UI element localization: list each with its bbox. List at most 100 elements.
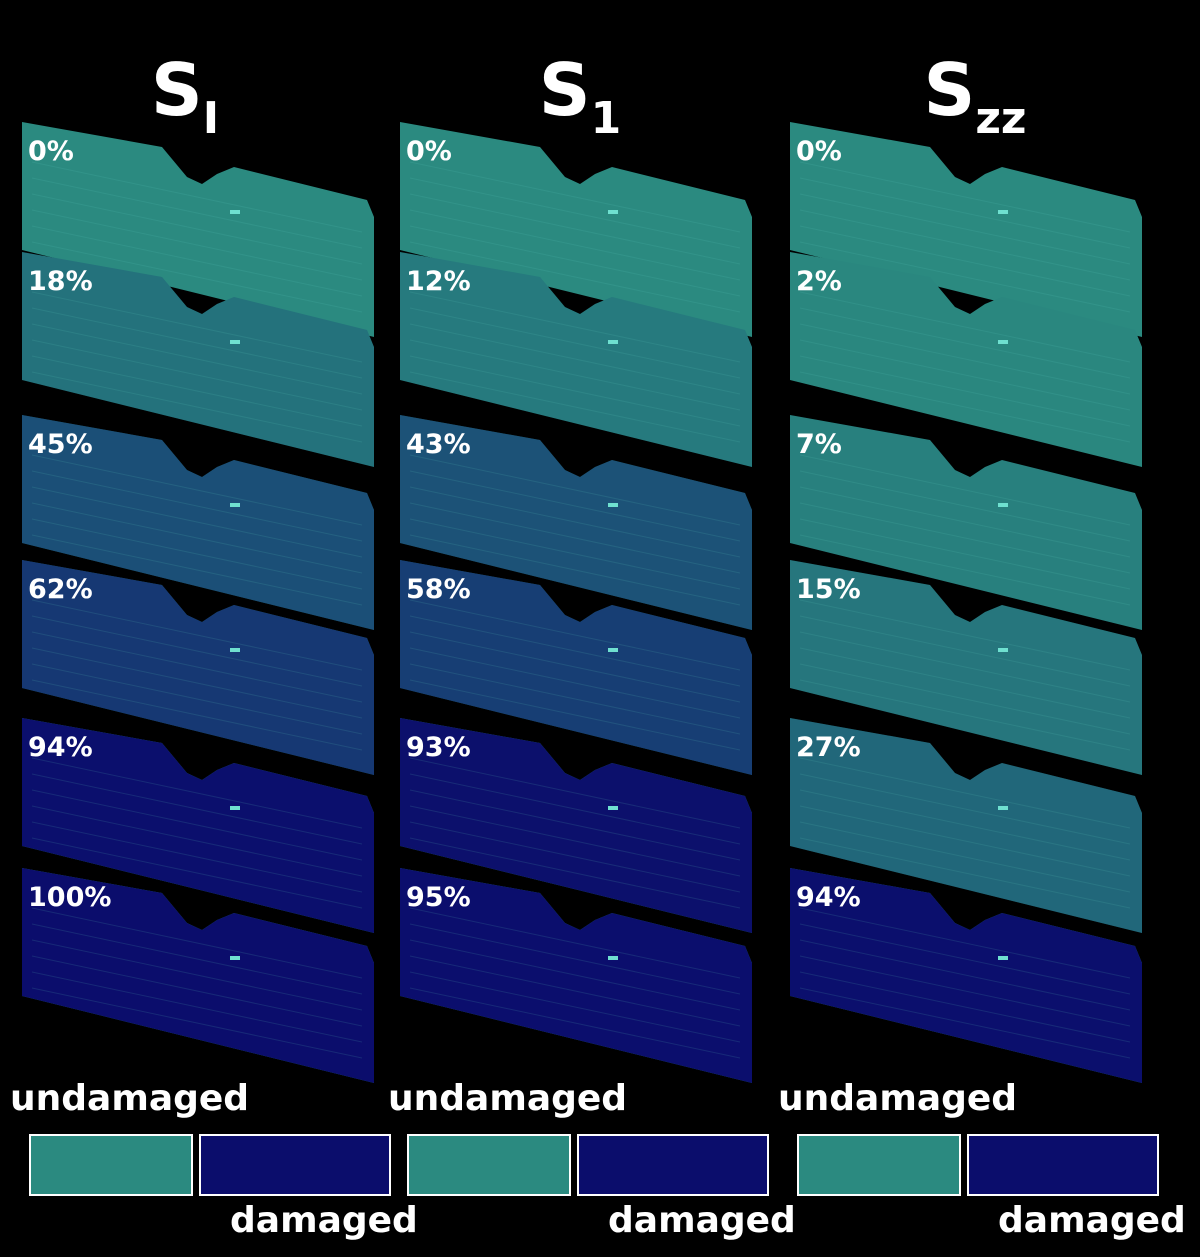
specimen-streak	[799, 193, 1131, 265]
notch-mark	[230, 648, 240, 652]
specimen-streak	[409, 955, 741, 1027]
specimen-streak	[409, 615, 741, 687]
column-title: SI	[151, 48, 219, 144]
notch-mark	[608, 340, 618, 344]
specimen-streak	[409, 502, 741, 574]
damage-overlay	[400, 252, 752, 467]
specimen-streak	[799, 837, 1131, 909]
specimen-body	[400, 252, 752, 467]
specimen-streak	[31, 209, 363, 281]
title-main: S	[151, 48, 203, 132]
specimen-body	[790, 718, 1142, 933]
specimen-streak	[31, 955, 363, 1027]
specimen-streak	[31, 923, 363, 995]
specimen-streak	[409, 987, 741, 1059]
damage-label: 0%	[406, 136, 452, 167]
specimen-streak	[31, 821, 363, 893]
specimen-streak	[409, 291, 741, 363]
notch-mark	[998, 648, 1008, 652]
notch-mark	[998, 503, 1008, 507]
specimen-body	[790, 415, 1142, 630]
specimen: 58%	[400, 560, 752, 775]
specimen-streak	[31, 679, 363, 751]
damage-label: 43%	[406, 429, 471, 460]
notch-mark	[230, 956, 240, 960]
specimen-streak	[409, 939, 741, 1011]
specimen-streak	[409, 209, 741, 281]
legend-swatch-damaged	[577, 1134, 769, 1196]
specimen-streak	[409, 225, 741, 297]
title-main: S	[923, 48, 975, 132]
specimen: 15%	[790, 560, 1142, 775]
specimen-streak	[409, 599, 741, 671]
legend-swatch-undamaged	[797, 1134, 961, 1196]
title-main: S	[539, 48, 591, 132]
specimen-streak	[799, 371, 1131, 443]
damage-overlay	[22, 718, 374, 933]
specimen: 0%	[22, 122, 374, 337]
damage-overlay	[22, 252, 374, 467]
specimen-streak	[799, 454, 1131, 526]
damage-overlay	[790, 718, 1142, 933]
specimen-streak	[799, 291, 1131, 363]
specimen-streak	[799, 821, 1131, 893]
specimen-streak	[799, 518, 1131, 590]
damage-label: 15%	[796, 574, 861, 605]
specimen: 2%	[790, 252, 1142, 467]
damage-label: 95%	[406, 882, 471, 913]
damage-label: 100%	[28, 882, 111, 913]
specimen-streak	[799, 663, 1131, 735]
specimen-streak	[409, 323, 741, 395]
specimen-streak	[409, 837, 741, 909]
damage-label: 2%	[796, 266, 842, 297]
specimen-streak	[31, 339, 363, 411]
notch-mark	[608, 503, 618, 507]
specimen-streak	[409, 454, 741, 526]
notch-mark	[608, 956, 618, 960]
specimen-streak	[31, 470, 363, 542]
notch-mark	[608, 648, 618, 652]
damage-label: 12%	[406, 266, 471, 297]
specimen-streak	[799, 757, 1131, 829]
specimen-streak	[31, 907, 363, 979]
specimen-streak	[799, 307, 1131, 379]
legend-undamaged: undamaged	[388, 1078, 627, 1119]
specimen-streak	[409, 161, 741, 233]
damage-label: 94%	[28, 732, 93, 763]
specimen-streak	[31, 177, 363, 249]
damage-label: 93%	[406, 732, 471, 763]
damage-label: 7%	[796, 429, 842, 460]
damage-label: 94%	[796, 882, 861, 913]
specimen-streak	[409, 971, 741, 1043]
specimen-streak	[31, 241, 363, 313]
specimen-streak	[409, 470, 741, 542]
specimen-streak	[31, 291, 363, 363]
specimen-streak	[409, 789, 741, 861]
damage-overlay	[790, 415, 1142, 630]
notch-mark	[608, 806, 618, 810]
title-sub: zz	[975, 93, 1026, 144]
specimen-streak	[31, 987, 363, 1059]
specimen-streak	[409, 907, 741, 979]
specimen-streak	[799, 486, 1131, 558]
damage-label: 45%	[28, 429, 93, 460]
damage-overlay	[790, 868, 1142, 1083]
specimen-streak	[409, 339, 741, 411]
specimen: 12%	[400, 252, 752, 467]
specimen-streak	[409, 355, 741, 427]
legend-damaged: damaged	[230, 1200, 418, 1241]
specimen-streak	[799, 923, 1131, 995]
specimen-streak	[799, 679, 1131, 751]
specimen: 7%	[790, 415, 1142, 630]
specimen-streak	[409, 679, 741, 751]
specimen-streak	[409, 177, 741, 249]
damage-overlay	[22, 868, 374, 1083]
notch-mark	[230, 503, 240, 507]
specimen: 94%	[790, 868, 1142, 1083]
specimen: 93%	[400, 718, 752, 933]
specimen: 18%	[22, 252, 374, 467]
specimen-streak	[409, 193, 741, 265]
specimen: 0%	[400, 122, 752, 337]
specimen-streak	[409, 663, 741, 735]
specimen-body	[22, 252, 374, 467]
